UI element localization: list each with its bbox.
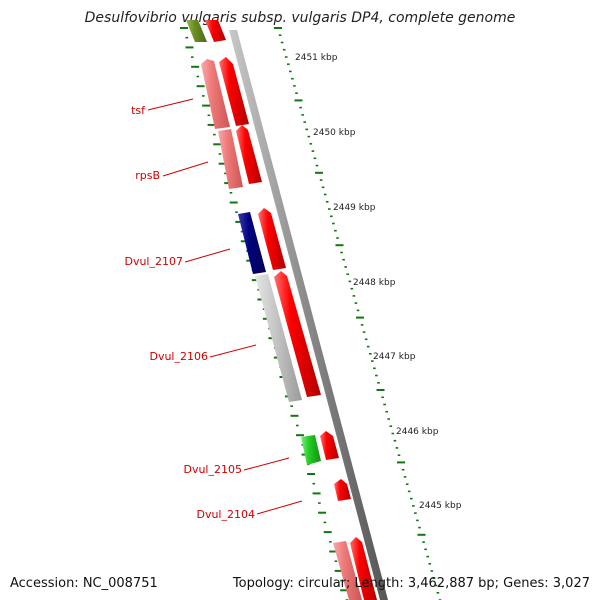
kbp-label-2445: 2445 kbp (419, 501, 462, 511)
gene-feature-red-Dvul_2107[interactable] (258, 208, 286, 270)
gene-feature-Dvul_2105[interactable] (301, 435, 321, 465)
accession-text: Accession: NC_008751 (10, 576, 158, 591)
leader-line-Dvul_2107 (184, 248, 231, 263)
gene-label-tsf[interactable]: tsf (131, 104, 146, 117)
forward-strand-genes (205, 20, 377, 600)
leader-line-tsf (147, 98, 194, 111)
kbp-label-2451: 2451 kbp (295, 53, 338, 63)
outer-tick-track (274, 27, 442, 600)
gene-feature-Dvul_2107[interactable] (238, 212, 266, 274)
gene-feature-tsf[interactable] (201, 59, 230, 129)
reverse-strand-genes (186, 20, 362, 600)
gene-label-rpsB[interactable]: rpsB (135, 169, 160, 182)
kbp-label-2449: 2449 kbp (333, 203, 376, 213)
kbp-scale: 2451 kbp 2450 kbp 2449 kbp 2448 kbp 2447… (295, 53, 462, 511)
gene-feature-olive[interactable] (186, 20, 207, 42)
gene-label-Dvul_2106[interactable]: Dvul_2106 (149, 350, 208, 363)
kbp-label-2447: 2447 kbp (373, 352, 416, 362)
leader-line-Dvul_2105 (243, 457, 290, 471)
gene-feature-red-Dvul_2106[interactable] (274, 271, 321, 397)
kbp-label-2448: 2448 kbp (353, 278, 396, 288)
map-title: Desulfovibrio vulgaris subsp. vulgaris D… (85, 10, 516, 26)
kbp-label-2446: 2446 kbp (396, 427, 439, 437)
gene-feature-red-bottom[interactable] (350, 537, 377, 600)
leader-line-Dvul_2104 (256, 500, 303, 515)
gene-feature-red-Dvul_2104[interactable] (334, 479, 351, 501)
kbp-label-2450: 2450 kbp (313, 128, 356, 138)
gene-feature-red-Dvul_2105[interactable] (320, 431, 339, 460)
gene-feature-red-top[interactable] (205, 20, 226, 42)
gene-label-Dvul_2107[interactable]: Dvul_2107 (124, 255, 183, 268)
gene-feature-red-rpsB[interactable] (236, 125, 262, 184)
genome-summary-text: Topology: circular; Length: 3,462,887 bp… (232, 576, 590, 591)
leader-line-Dvul_2106 (209, 344, 257, 358)
leader-line-rpsB (162, 161, 209, 177)
gene-label-Dvul_2104[interactable]: Dvul_2104 (196, 508, 255, 521)
gene-feature-Dvul_2106[interactable] (255, 274, 302, 402)
backbone (229, 30, 388, 600)
gene-feature-red-tsf[interactable] (219, 57, 249, 126)
gene-feature-rpsB[interactable] (218, 129, 243, 189)
gene-label-Dvul_2105[interactable]: Dvul_2105 (183, 463, 242, 476)
gene-feature-bottom-pink[interactable] (333, 541, 362, 600)
gene-labels: tsf rpsB Dvul_2107 Dvul_2106 Dvul_2105 D… (124, 98, 303, 521)
